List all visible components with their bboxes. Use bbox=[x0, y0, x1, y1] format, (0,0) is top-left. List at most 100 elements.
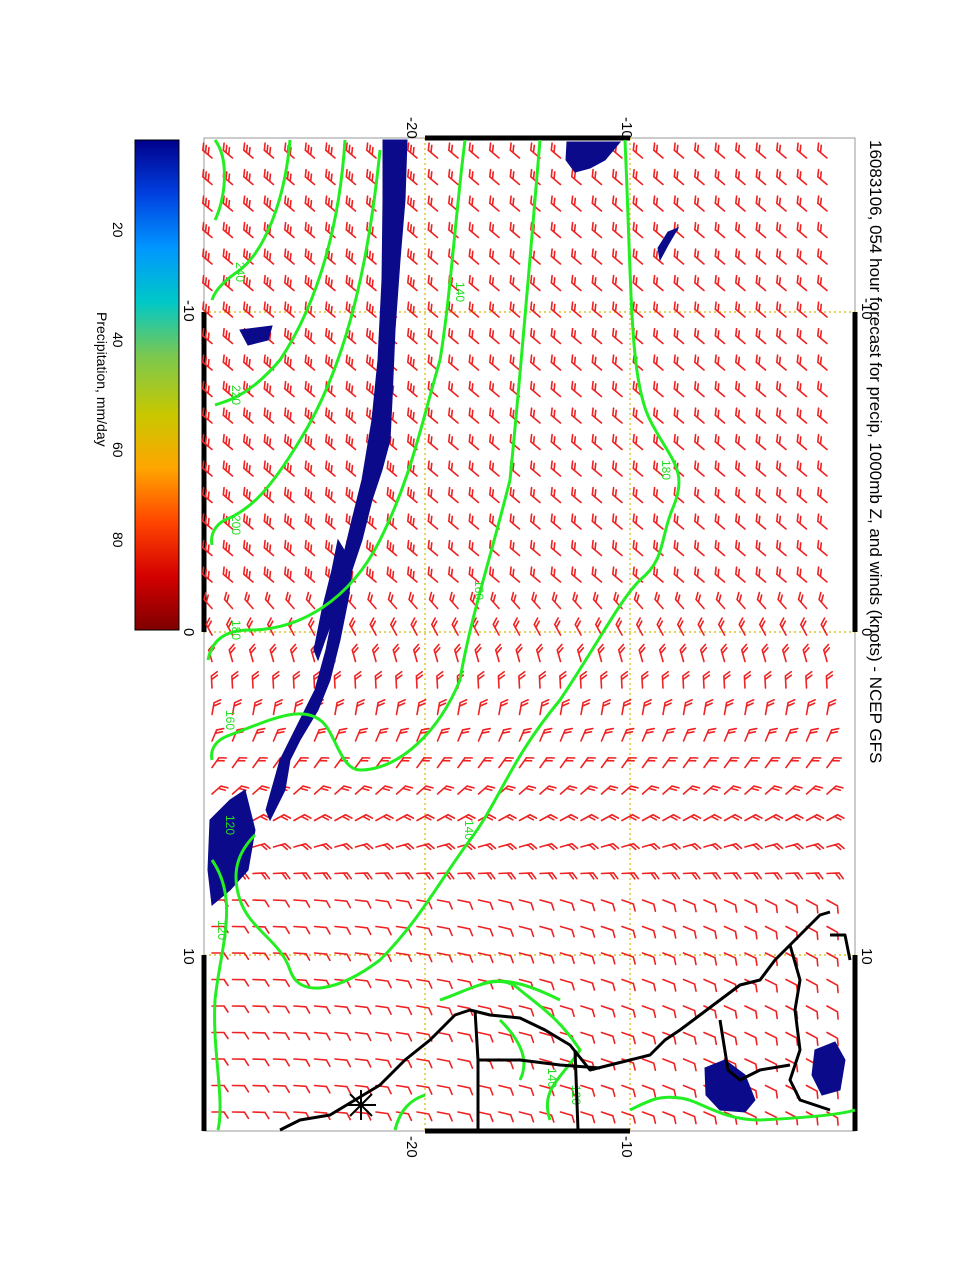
wind-barb bbox=[694, 274, 705, 292]
wind-barb bbox=[351, 643, 359, 663]
wind-barb bbox=[723, 842, 743, 851]
wind-barb bbox=[776, 195, 787, 212]
wind-barb bbox=[817, 460, 828, 477]
wind-barb bbox=[468, 539, 480, 557]
wind-barb bbox=[550, 486, 562, 504]
wind-barb bbox=[571, 168, 582, 186]
wind-barb bbox=[571, 407, 582, 424]
colorbar-tick: 60 bbox=[110, 442, 126, 458]
height-contours bbox=[206, 139, 856, 1131]
wind-barb bbox=[744, 842, 763, 851]
wind-barb bbox=[764, 1084, 779, 1099]
wind-barb bbox=[805, 756, 822, 769]
wind-barb bbox=[764, 899, 779, 914]
wind-barb bbox=[386, 539, 398, 557]
wind-barb bbox=[231, 978, 250, 987]
contour-label: 120 bbox=[223, 815, 237, 835]
wind-barb bbox=[641, 1084, 657, 1098]
wind-barb bbox=[375, 813, 394, 822]
wind-barb bbox=[755, 566, 767, 583]
wind-barb bbox=[755, 486, 767, 504]
wind-barb bbox=[694, 142, 705, 159]
wind-barb bbox=[612, 274, 623, 292]
wind-barb bbox=[559, 670, 567, 689]
wind-barb bbox=[714, 433, 726, 451]
wind-barb bbox=[252, 842, 271, 851]
wind-barb bbox=[509, 221, 521, 239]
wind-barb bbox=[817, 539, 828, 557]
wind-barb bbox=[826, 1031, 839, 1047]
wind-barb bbox=[571, 513, 582, 530]
wind-barb bbox=[612, 168, 623, 186]
wind-barb bbox=[673, 566, 685, 583]
wind-barb bbox=[764, 925, 779, 940]
wind-barb bbox=[222, 513, 234, 530]
wind-barb bbox=[375, 756, 392, 769]
wind-barb bbox=[354, 785, 373, 795]
wind-barb bbox=[354, 1005, 372, 1015]
wind-barb bbox=[796, 407, 808, 424]
wind-barb bbox=[489, 301, 500, 318]
wind-barb bbox=[817, 274, 828, 292]
wind-barb bbox=[591, 195, 603, 212]
wind-barb bbox=[518, 1111, 535, 1123]
wind-barb bbox=[776, 354, 787, 371]
wind-barb bbox=[653, 195, 664, 212]
wind-barb bbox=[817, 195, 828, 212]
wind-barb bbox=[334, 1031, 352, 1041]
wind-barb bbox=[723, 670, 731, 689]
wind-barb bbox=[580, 899, 596, 912]
wind-barb bbox=[243, 566, 254, 583]
wind-barb bbox=[612, 513, 623, 530]
wind-barb bbox=[304, 407, 316, 424]
wind-barb bbox=[518, 842, 538, 851]
wind-barb bbox=[489, 486, 500, 504]
wind-barb bbox=[468, 301, 480, 318]
wind-barb bbox=[457, 1111, 474, 1122]
wind-barb bbox=[621, 1084, 636, 1098]
wind-barb bbox=[703, 756, 720, 769]
wind-barb bbox=[612, 433, 623, 451]
wind-barb bbox=[796, 566, 808, 583]
wind-barb bbox=[509, 513, 521, 530]
wind-barb bbox=[723, 698, 734, 716]
wind-barb bbox=[714, 195, 726, 212]
wind-barb bbox=[530, 327, 541, 345]
wind-barb bbox=[313, 925, 331, 935]
wind-barb bbox=[550, 327, 562, 345]
wind-barb bbox=[222, 486, 234, 504]
wind-barb bbox=[448, 380, 459, 398]
wind-barb bbox=[817, 433, 828, 451]
wind-barb bbox=[785, 872, 804, 880]
wind-barb bbox=[673, 433, 685, 451]
left-tick-label: 0 bbox=[180, 628, 197, 636]
wind-barb bbox=[805, 727, 820, 742]
wind-barb bbox=[632, 539, 644, 557]
bottom-tick-label: -20 bbox=[403, 1136, 420, 1158]
wind-barb bbox=[600, 952, 616, 965]
wind-barb bbox=[518, 925, 535, 938]
wind-barb bbox=[436, 698, 447, 716]
wind-barb bbox=[826, 813, 845, 822]
wind-barb bbox=[477, 756, 494, 769]
wind-barb bbox=[817, 301, 828, 318]
wind-barb bbox=[580, 1031, 596, 1044]
wind-barb bbox=[785, 698, 796, 716]
wind-barb bbox=[386, 486, 398, 504]
wind-barb bbox=[407, 168, 418, 186]
wind-barb bbox=[600, 1084, 616, 1098]
wind-barb bbox=[559, 842, 579, 851]
wind-barb bbox=[744, 813, 763, 822]
wind-barb bbox=[530, 486, 541, 504]
wind-barb bbox=[776, 380, 787, 398]
wind-barb bbox=[457, 1084, 474, 1096]
wind-barb bbox=[600, 813, 620, 822]
wind-barb bbox=[354, 925, 372, 936]
wind-barb bbox=[325, 460, 336, 477]
wind-barb bbox=[805, 978, 819, 994]
wind-barb bbox=[703, 698, 714, 716]
wind-barb bbox=[776, 566, 787, 583]
wind-barb bbox=[612, 460, 623, 477]
wind-barb bbox=[354, 842, 374, 851]
wind-barb bbox=[489, 407, 500, 424]
